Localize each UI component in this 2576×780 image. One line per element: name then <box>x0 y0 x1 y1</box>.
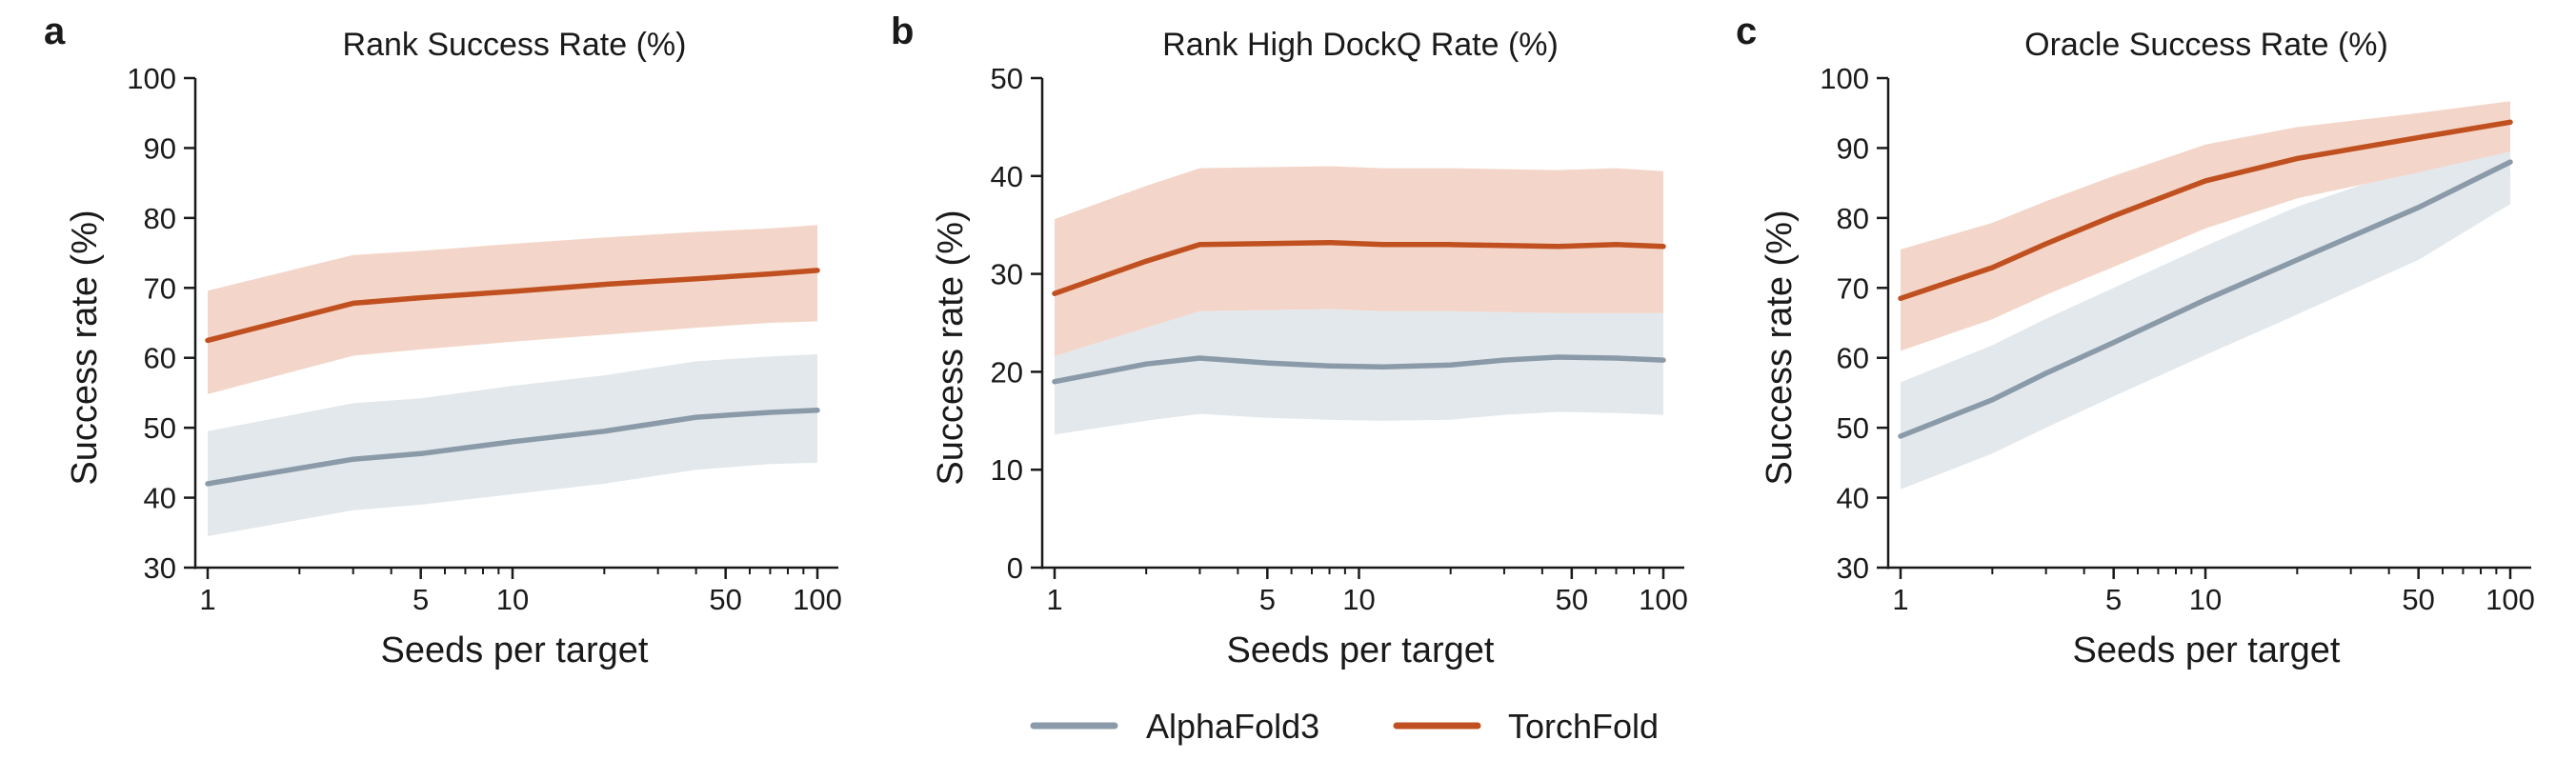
series-line-alphafold3 <box>1052 354 1666 385</box>
y-tick-label: 40 <box>1837 482 1869 515</box>
panel-c: c Oracle Success Rate (%) Success rate (… <box>1736 10 2535 670</box>
x-tick-label: 5 <box>413 583 429 616</box>
x-axis-label: Seeds per target <box>1227 630 1495 670</box>
confidence-band-alphafold3 <box>1055 309 1663 435</box>
plot-area: 30 40 50 60 70 80 90 100 1 5 10 50 100 <box>127 62 842 616</box>
chart-title: Rank Success Rate (%) <box>343 27 687 63</box>
confidence-band-torchfold <box>208 225 817 394</box>
plot-area: 30 40 50 60 70 80 90 100 1 5 10 50 100 <box>1820 62 2535 616</box>
confidence-band-alphafold3 <box>1901 141 2510 490</box>
x-tick-label: 10 <box>1342 583 1375 616</box>
y-tick-label: 60 <box>1837 342 1869 375</box>
panel-label: c <box>1736 10 1757 52</box>
x-tick-label: 100 <box>1639 583 1688 616</box>
x-axis-label: Seeds per target <box>381 630 649 670</box>
y-axis-label: Success rate (%) <box>931 210 971 485</box>
x-tick-label: 100 <box>2485 583 2535 616</box>
confidence-band-torchfold <box>1901 101 2510 351</box>
plot-area: 0 10 20 30 40 50 1 5 10 50 100 <box>991 62 1688 616</box>
y-axis-label: Success rate (%) <box>1760 210 1800 485</box>
x-tick-label: 50 <box>1556 583 1588 616</box>
y-tick-label: 50 <box>991 62 1023 95</box>
x-tick-label: 10 <box>2189 583 2222 616</box>
y-tick-label: 30 <box>991 258 1023 291</box>
legend-label-torchfold: TorchFold <box>1508 707 1659 746</box>
y-tick-label: 30 <box>144 551 176 585</box>
y-axis-label: Success rate (%) <box>65 210 105 485</box>
series-line-torchfold <box>205 268 820 344</box>
y-tick-label: 20 <box>991 355 1023 389</box>
y-tick-label: 70 <box>1837 271 1869 305</box>
confidence-band-alphafold3 <box>208 354 817 536</box>
series-line-torchfold <box>1898 119 2513 302</box>
panel-label: b <box>891 10 914 52</box>
y-tick-label: 80 <box>1837 202 1869 235</box>
x-axis-label: Seeds per target <box>2073 630 2341 670</box>
series-line-torchfold <box>1052 239 1666 296</box>
x-tick-label: 1 <box>1892 583 1908 616</box>
y-tick-label: 50 <box>1837 411 1869 445</box>
x-tick-label: 100 <box>793 583 842 616</box>
chart-title: Rank High DockQ Rate (%) <box>1162 27 1559 63</box>
x-tick-label: 50 <box>709 583 741 616</box>
confidence-band-torchfold <box>1055 166 1663 356</box>
y-tick-label: 10 <box>991 453 1023 487</box>
legend: AlphaFold3 TorchFold <box>1030 707 1659 746</box>
chart-title: Oracle Success Rate (%) <box>2024 27 2388 63</box>
x-tick-label: 10 <box>496 583 529 616</box>
x-tick-label: 50 <box>2402 583 2434 616</box>
x-tick-label: 5 <box>2105 583 2122 616</box>
y-tick-label: 100 <box>127 62 176 95</box>
series-line-alphafold3 <box>1898 159 2513 439</box>
y-tick-label: 40 <box>991 160 1023 193</box>
x-tick-label: 1 <box>1046 583 1062 616</box>
y-tick-label: 40 <box>144 482 176 515</box>
panel-a: a Rank Success Rate (%) Success rate (%)… <box>44 10 842 670</box>
y-tick-label: 90 <box>144 131 176 165</box>
y-tick-label: 50 <box>144 411 176 445</box>
y-tick-label: 90 <box>1837 131 1869 165</box>
series-line-alphafold3 <box>205 408 820 487</box>
panel-label: a <box>44 10 66 52</box>
y-tick-label: 0 <box>1007 551 1023 585</box>
y-tick-label: 100 <box>1820 62 1869 95</box>
y-tick-label: 30 <box>1837 551 1869 585</box>
y-tick-label: 70 <box>144 271 176 305</box>
y-tick-label: 80 <box>144 202 176 235</box>
panel-b: b Rank High DockQ Rate (%) Success rate … <box>891 10 1688 670</box>
legend-label-alphafold3: AlphaFold3 <box>1146 707 1319 746</box>
y-tick-label: 60 <box>144 342 176 375</box>
x-tick-label: 1 <box>199 583 215 616</box>
x-tick-label: 5 <box>1259 583 1276 616</box>
